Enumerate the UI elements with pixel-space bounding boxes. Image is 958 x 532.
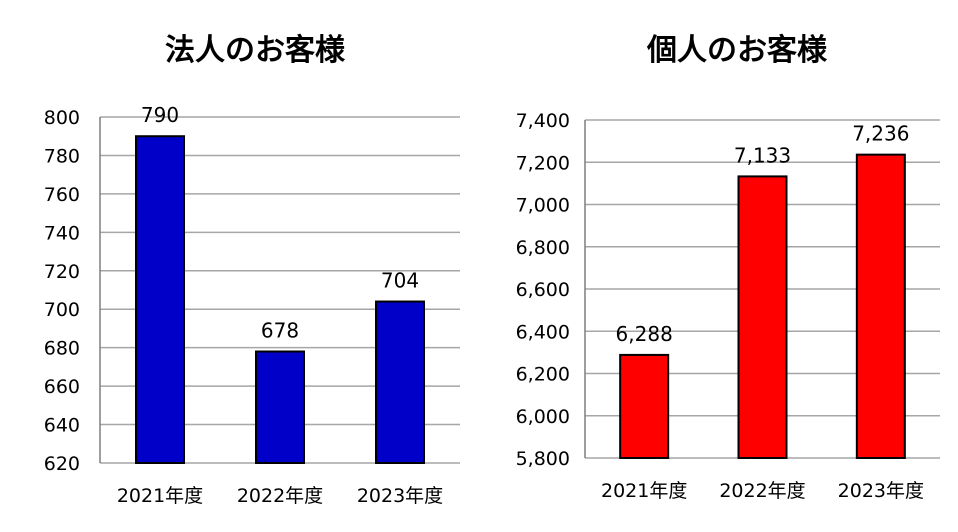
bar [737, 175, 788, 459]
category-label: 2023年度 [357, 485, 443, 507]
y-tick-label: 5,800 [516, 448, 570, 470]
y-tick-label: 620 [44, 453, 80, 475]
y-tick-label: 6,400 [516, 321, 570, 343]
y-tick-label: 680 [44, 338, 80, 360]
y-tick-label: 800 [44, 107, 80, 129]
data-label: 704 [381, 269, 419, 293]
data-label: 678 [261, 319, 299, 343]
y-tick-label: 7,000 [516, 195, 570, 217]
y-tick-label: 6,600 [516, 279, 570, 301]
y-tick-label: 640 [44, 415, 80, 437]
bar [855, 153, 906, 460]
category-label: 2023年度 [838, 480, 924, 502]
y-tick-label: 6,000 [516, 406, 570, 428]
data-label: 790 [141, 103, 179, 127]
y-tick-label: 720 [44, 261, 80, 283]
category-label: 2022年度 [719, 480, 805, 502]
data-label: 6,288 [616, 322, 673, 346]
data-label: 7,236 [852, 122, 909, 146]
chart-title: 法人のお客様 [165, 33, 346, 68]
y-tick-label: 780 [44, 145, 80, 167]
bar [619, 353, 670, 459]
y-tick-label: 660 [44, 376, 80, 398]
chart-title: 個人のお客様 [646, 33, 828, 68]
category-label: 2021年度 [117, 485, 203, 507]
data-label: 7,133 [734, 143, 791, 167]
y-tick-label: 740 [44, 222, 80, 244]
bar [375, 300, 425, 464]
y-tick-label: 7,400 [516, 110, 570, 132]
y-tick-label: 700 [44, 299, 80, 321]
y-tick-label: 6,200 [516, 364, 570, 386]
category-label: 2021年度 [601, 480, 687, 502]
category-label: 2022年度 [237, 485, 323, 507]
y-tick-label: 7,200 [516, 152, 570, 174]
y-tick-label: 760 [44, 184, 80, 206]
corporate-customers-chart: 法人のお客様 620 640 660 680 700 720 740 760 780 800 790… [44, 33, 460, 507]
individual-customers-chart: 個人のお客様 5,800 6,000 6,200 6,400 6,600 6,800 7,0… [516, 33, 940, 502]
y-tick-label: 6,800 [516, 237, 570, 259]
bar [255, 350, 305, 464]
bar [135, 135, 185, 464]
